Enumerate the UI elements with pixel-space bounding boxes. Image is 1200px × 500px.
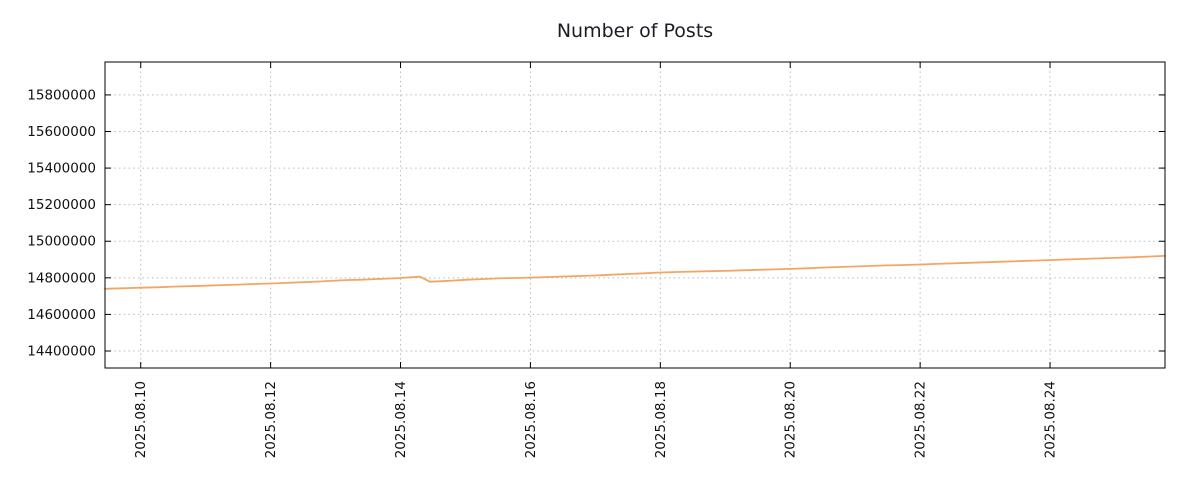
x-axis-tick-label: 2025.08.16: [523, 381, 539, 458]
y-axis-tick-label: 14400000: [27, 343, 96, 359]
x-axis-tick-label: 2025.08.24: [1043, 381, 1059, 458]
x-axis-tick-label: 2025.08.20: [783, 381, 799, 458]
x-axis-tick-label: 2025.08.10: [133, 381, 149, 458]
y-axis-tick-label: 15000000: [27, 234, 96, 250]
x-axis-tick-label: 2025.08.22: [913, 381, 929, 458]
series-line-number-of-posts: [104, 254, 1166, 290]
axis-tick-labels: 14400000 14600000 14800000 15000000 15200000…: [27, 87, 1058, 458]
x-axis-tick-label: 2025.08.14: [393, 381, 409, 458]
plot-border: [104, 61, 1166, 369]
y-axis-tick-label: 15200000: [27, 197, 96, 213]
y-axis-tick-label: 15400000: [27, 161, 96, 177]
chart-title: Number of Posts: [557, 20, 713, 42]
grid-lines: [105, 62, 1165, 368]
y-axis-tick-label: 14600000: [27, 307, 96, 323]
data-series: [104, 254, 1166, 290]
x-axis-tick-label: 2025.08.12: [263, 381, 279, 458]
x-axis-tick-label: 2025.08.18: [653, 381, 669, 458]
y-axis-tick-label: 15600000: [27, 124, 96, 140]
y-axis-tick-label: 15800000: [27, 87, 96, 103]
y-axis-tick-label: 14800000: [27, 270, 96, 286]
axis-ticks: [105, 62, 1165, 368]
